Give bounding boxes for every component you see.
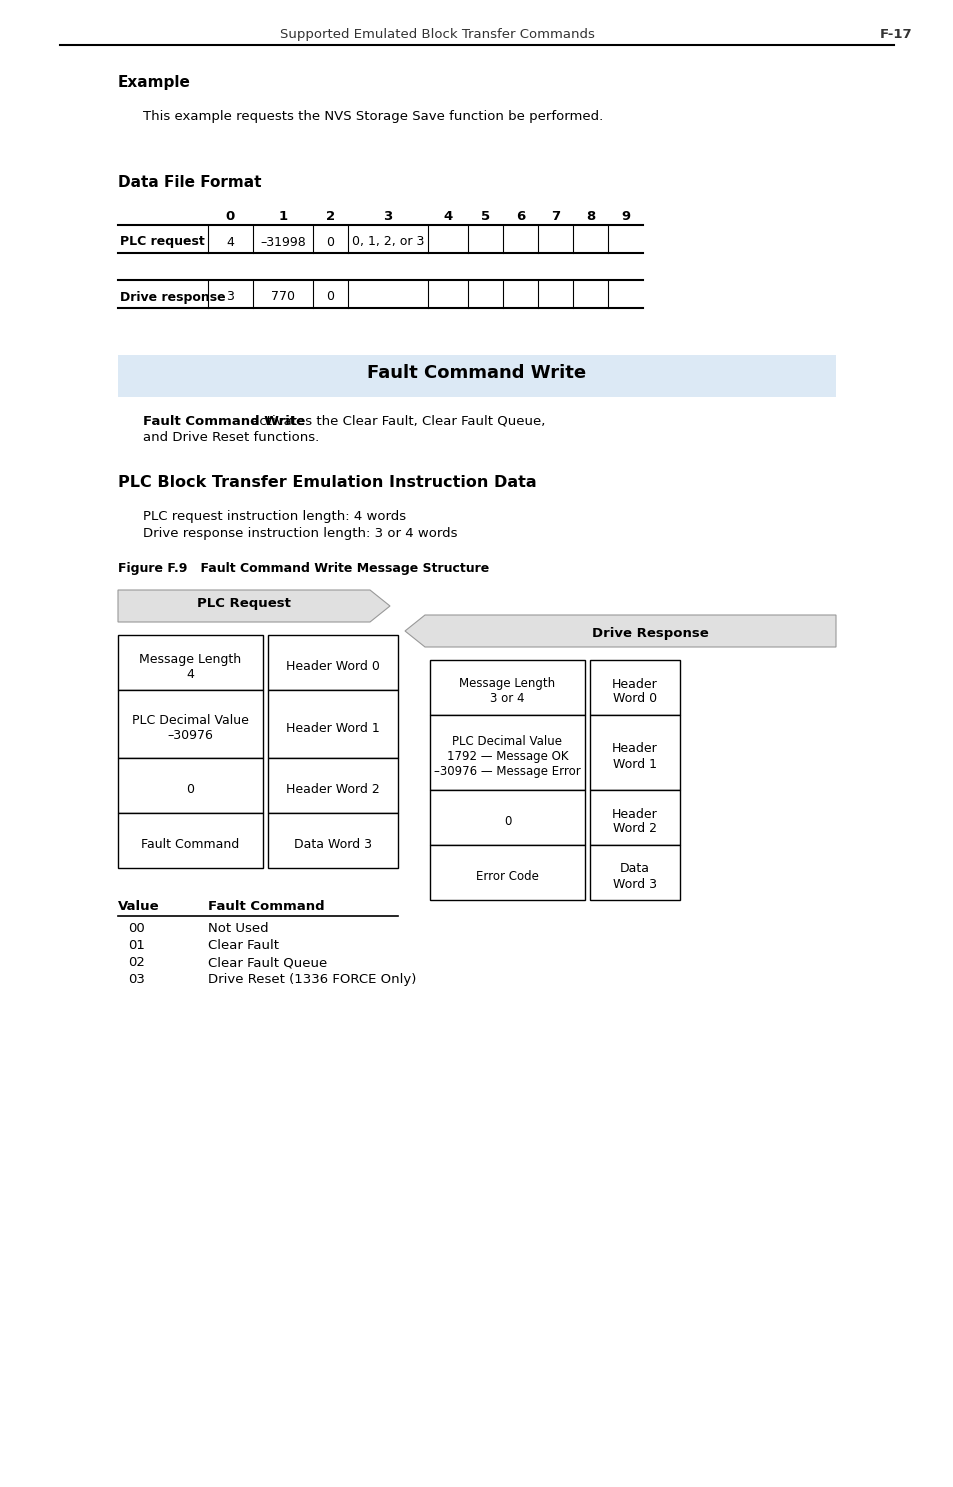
FancyBboxPatch shape <box>118 635 263 690</box>
FancyBboxPatch shape <box>430 660 584 715</box>
Text: PLC request instruction length: 4 words: PLC request instruction length: 4 words <box>143 510 406 523</box>
FancyBboxPatch shape <box>268 813 397 868</box>
Text: 1: 1 <box>278 210 287 223</box>
Text: Drive Reset (1336 FORCE Only): Drive Reset (1336 FORCE Only) <box>208 972 416 986</box>
FancyBboxPatch shape <box>589 845 679 900</box>
Text: Drive response instruction length: 3 or 4 words: Drive response instruction length: 3 or … <box>143 526 457 540</box>
FancyBboxPatch shape <box>430 790 584 845</box>
Text: 01: 01 <box>128 938 145 952</box>
Text: Drive response: Drive response <box>120 290 226 303</box>
FancyBboxPatch shape <box>118 758 263 813</box>
Polygon shape <box>118 590 390 622</box>
Text: Message Length
4: Message Length 4 <box>139 653 241 681</box>
Text: PLC request: PLC request <box>120 235 205 248</box>
Text: Header Word 0: Header Word 0 <box>286 660 379 674</box>
Text: Clear Fault Queue: Clear Fault Queue <box>208 956 327 970</box>
Polygon shape <box>405 616 835 647</box>
Text: PLC Block Transfer Emulation Instruction Data: PLC Block Transfer Emulation Instruction… <box>118 474 536 491</box>
Text: Fault Command Write: Fault Command Write <box>143 415 305 428</box>
Text: 0: 0 <box>326 290 335 303</box>
Text: Header
Word 1: Header Word 1 <box>612 742 658 770</box>
Text: activates the Clear Fault, Clear Fault Queue,: activates the Clear Fault, Clear Fault Q… <box>247 415 545 428</box>
Text: Header Word 2: Header Word 2 <box>286 784 379 796</box>
Text: 770: 770 <box>271 290 294 303</box>
Text: PLC Decimal Value
1792 — Message OK
–30976 — Message Error: PLC Decimal Value 1792 — Message OK –309… <box>434 735 580 778</box>
Text: Clear Fault: Clear Fault <box>208 938 278 952</box>
Text: 4: 4 <box>226 235 234 248</box>
FancyBboxPatch shape <box>430 845 584 900</box>
Text: PLC Decimal Value
–30976: PLC Decimal Value –30976 <box>132 714 249 742</box>
Text: This example requests the NVS Storage Save function be performed.: This example requests the NVS Storage Sa… <box>143 110 602 123</box>
Text: F-17: F-17 <box>879 28 912 42</box>
FancyBboxPatch shape <box>118 355 835 397</box>
Text: Header Word 1: Header Word 1 <box>286 721 379 735</box>
FancyBboxPatch shape <box>589 660 679 715</box>
Text: Error Code: Error Code <box>476 870 538 883</box>
FancyBboxPatch shape <box>430 715 584 790</box>
Text: Value: Value <box>118 900 159 913</box>
Text: 6: 6 <box>516 210 524 223</box>
Text: Fault Command Write: Fault Command Write <box>367 364 586 382</box>
Text: Fault Command: Fault Command <box>208 900 324 913</box>
FancyBboxPatch shape <box>268 635 397 690</box>
Text: Header
Word 2: Header Word 2 <box>612 807 658 836</box>
Text: –31998: –31998 <box>260 235 306 248</box>
Text: 9: 9 <box>620 210 629 223</box>
FancyBboxPatch shape <box>268 690 397 758</box>
Text: 5: 5 <box>480 210 490 223</box>
Text: Header
Word 0: Header Word 0 <box>612 678 658 705</box>
FancyBboxPatch shape <box>268 758 397 813</box>
Text: Drive Response: Drive Response <box>592 628 708 641</box>
Text: Fault Command: Fault Command <box>141 839 239 851</box>
Text: 3: 3 <box>383 210 393 223</box>
Text: Example: Example <box>118 74 191 91</box>
FancyBboxPatch shape <box>589 790 679 845</box>
FancyBboxPatch shape <box>589 715 679 790</box>
Text: 0: 0 <box>226 210 234 223</box>
Text: Data Word 3: Data Word 3 <box>294 839 372 851</box>
Text: 0: 0 <box>186 784 194 796</box>
Text: Supported Emulated Block Transfer Commands: Supported Emulated Block Transfer Comman… <box>280 28 595 42</box>
FancyBboxPatch shape <box>118 690 263 758</box>
Text: and Drive Reset functions.: and Drive Reset functions. <box>143 431 319 445</box>
Text: 8: 8 <box>585 210 595 223</box>
Text: 0: 0 <box>503 815 511 828</box>
Text: 4: 4 <box>443 210 452 223</box>
Text: 3: 3 <box>226 290 234 303</box>
Text: 0: 0 <box>326 235 335 248</box>
Text: Not Used: Not Used <box>208 922 269 935</box>
Text: 7: 7 <box>551 210 559 223</box>
Text: 0, 1, 2, or 3: 0, 1, 2, or 3 <box>352 235 424 248</box>
Text: 02: 02 <box>128 956 145 970</box>
Text: Figure F.9   Fault Command Write Message Structure: Figure F.9 Fault Command Write Message S… <box>118 562 489 575</box>
Text: Data File Format: Data File Format <box>118 175 261 190</box>
Text: 00: 00 <box>128 922 145 935</box>
Text: 2: 2 <box>326 210 335 223</box>
Text: Message Length
3 or 4: Message Length 3 or 4 <box>459 678 555 705</box>
FancyBboxPatch shape <box>118 813 263 868</box>
Text: PLC Request: PLC Request <box>197 598 291 611</box>
Text: 03: 03 <box>128 972 145 986</box>
Text: Data
Word 3: Data Word 3 <box>613 862 657 891</box>
